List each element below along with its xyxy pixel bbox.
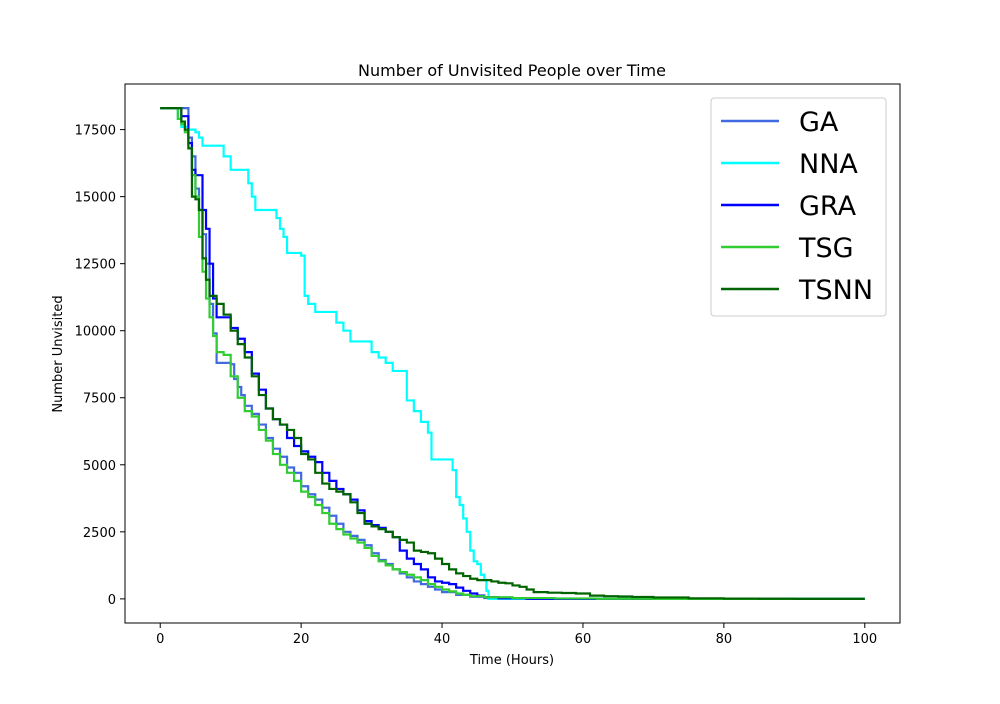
legend-box <box>710 97 887 317</box>
x-tick-label: 20 <box>293 632 310 647</box>
series-line-nna <box>160 107 865 600</box>
y-tick-label: 2500 <box>83 526 116 541</box>
x-tick-label: 0 <box>156 632 164 647</box>
x-tick-label: 60 <box>575 632 592 647</box>
legend-label-tsg: TSG <box>798 233 854 264</box>
legend: GA NNA GRA TSG TSNN <box>710 97 887 317</box>
legend-label-tsnn: TSNN <box>798 275 873 306</box>
y-tick-label: 7500 <box>83 392 116 407</box>
legend-label-nna: NNA <box>799 149 858 180</box>
y-tick-label: 0 <box>108 593 116 608</box>
x-axis-label: Time (Hours) <box>469 653 554 668</box>
legend-label-ga: GA <box>799 107 839 138</box>
series-lines <box>160 107 865 600</box>
plot-frame <box>124 83 901 624</box>
y-tick-label: 10000 <box>75 325 116 340</box>
legend-label-gra: GRA <box>799 191 857 222</box>
series-line-tsnn <box>160 107 865 600</box>
x-tick-label: 100 <box>852 632 877 647</box>
y-tick-label: 12500 <box>75 258 116 273</box>
y-tick-label: 5000 <box>83 459 116 474</box>
y-tick-label: 15000 <box>75 191 116 206</box>
axes: 0 20 40 60 80 100 0 2500 5000 7500 10000 12500 15000… <box>75 83 901 647</box>
x-tick-label: 80 <box>716 632 733 647</box>
chart-title: Number of Unvisited People over Time <box>358 61 666 80</box>
y-tick-label: 17500 <box>75 124 116 139</box>
series-line-gra <box>160 107 865 600</box>
y-axis-label: Number Unvisited <box>51 295 66 412</box>
x-tick-label: 40 <box>434 632 451 647</box>
